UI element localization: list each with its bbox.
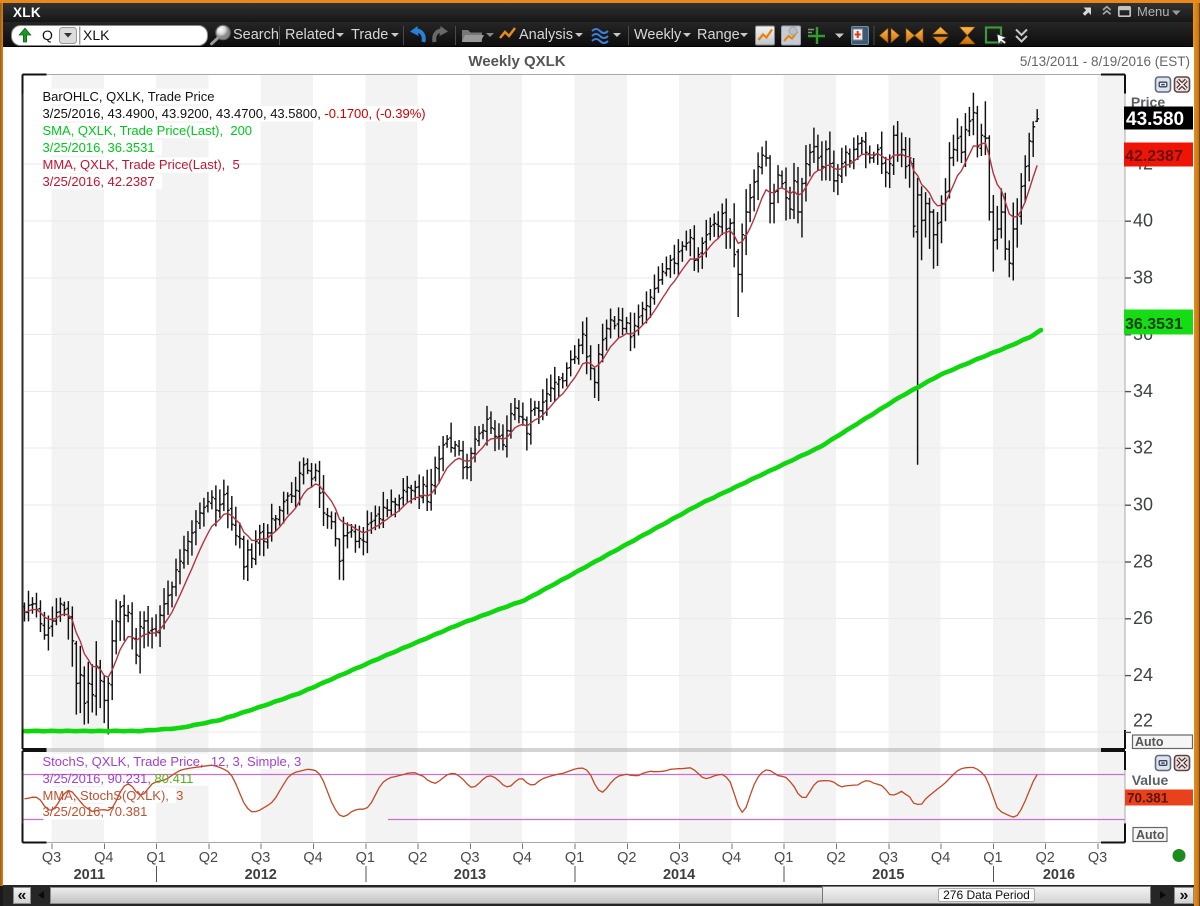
svg-text:3/25/2016, 43.4900, 43.9200, 4: 3/25/2016, 43.4900, 43.9200, 43.4700, 43… — [43, 106, 426, 121]
svg-text:30: 30 — [1133, 495, 1153, 515]
svg-text:Q4: Q4 — [722, 850, 741, 866]
svg-text:Q1: Q1 — [774, 850, 793, 866]
svg-text:Auto: Auto — [1135, 735, 1164, 749]
svg-text:34: 34 — [1133, 381, 1153, 401]
svg-text:Q4: Q4 — [513, 850, 532, 866]
svg-text:3/25/2016, 36.3531: 3/25/2016, 36.3531 — [43, 140, 155, 155]
svg-text:Q2: Q2 — [199, 850, 218, 866]
svg-text:Q: Q — [42, 27, 53, 43]
svg-text:38: 38 — [1133, 267, 1153, 287]
svg-text:40: 40 — [1133, 211, 1153, 231]
svg-text:Q1: Q1 — [146, 850, 165, 866]
svg-text:Q2: Q2 — [1036, 850, 1055, 866]
svg-text:Q2: Q2 — [408, 850, 427, 866]
svg-text:Q4: Q4 — [931, 850, 950, 866]
svg-text:Trade: Trade — [351, 27, 388, 43]
svg-text:Q4: Q4 — [303, 850, 322, 866]
svg-text:Value: Value — [1132, 772, 1169, 788]
svg-text:2015: 2015 — [872, 867, 904, 883]
svg-text:Q1: Q1 — [356, 850, 375, 866]
svg-text:Q3: Q3 — [460, 850, 479, 866]
svg-text:32: 32 — [1133, 438, 1153, 458]
svg-text:Search: Search — [233, 27, 279, 43]
svg-text:StochS, QXLK, Trade Price, 12: StochS, QXLK, Trade Price, 12, 3, Simple… — [43, 754, 302, 769]
svg-text:Q4: Q4 — [94, 850, 113, 866]
svg-text:5/13/2011 - 8/19/2016 (EST): 5/13/2011 - 8/19/2016 (EST) — [1020, 54, 1190, 69]
svg-text:3/25/2016, 90.231, 80.411: 3/25/2016, 90.231, 80.411 — [43, 771, 194, 786]
svg-text:XLK: XLK — [83, 27, 110, 43]
svg-text:Q3: Q3 — [42, 850, 61, 866]
svg-text:Menu: Menu — [1137, 4, 1170, 19]
svg-text:28: 28 — [1133, 551, 1153, 571]
svg-text:Auto: Auto — [1136, 828, 1165, 842]
svg-text:2012: 2012 — [245, 867, 277, 883]
svg-text:Weekly QXLK: Weekly QXLK — [468, 53, 565, 70]
svg-text:Price: Price — [1131, 94, 1165, 110]
svg-text:Q3: Q3 — [879, 850, 898, 866]
svg-text:SMA, QXLK, Trade Price(Last),: SMA, QXLK, Trade Price(Last), 200 — [43, 123, 253, 138]
svg-text:3/25/2016, 70.381: 3/25/2016, 70.381 — [43, 804, 148, 819]
svg-text:42.2387: 42.2387 — [1125, 148, 1183, 165]
svg-text:22: 22 — [1133, 711, 1153, 731]
svg-text:Weekly: Weekly — [634, 27, 682, 43]
svg-text:Range: Range — [697, 27, 740, 43]
svg-text:MMA, QXLK, Trade Price(Last),: MMA, QXLK, Trade Price(Last), 5 — [43, 157, 240, 172]
svg-text:2014: 2014 — [663, 867, 695, 883]
svg-text:2016: 2016 — [1043, 867, 1075, 883]
svg-text:Q2: Q2 — [826, 850, 845, 866]
svg-text:Q1: Q1 — [983, 850, 1002, 866]
svg-text:43.580: 43.580 — [1126, 109, 1184, 130]
svg-text:70.381: 70.381 — [1127, 791, 1169, 806]
svg-text:3/25/2016, 42.2387: 3/25/2016, 42.2387 — [43, 174, 155, 189]
svg-text:MMA, StochS(QXLK), 3: MMA, StochS(QXLK), 3 — [43, 788, 184, 803]
svg-text:26: 26 — [1133, 608, 1153, 628]
svg-text:Analysis: Analysis — [519, 27, 573, 43]
svg-text:Related: Related — [285, 27, 335, 43]
svg-text:Q1: Q1 — [565, 850, 584, 866]
svg-text:36.3531: 36.3531 — [1125, 316, 1183, 333]
svg-text:Q3: Q3 — [251, 850, 270, 866]
svg-text:BarOHLC, QXLK, Trade Price: BarOHLC, QXLK, Trade Price — [43, 89, 215, 104]
svg-text:2013: 2013 — [454, 867, 486, 883]
svg-text:24: 24 — [1133, 665, 1153, 685]
svg-text:Q3: Q3 — [1088, 850, 1107, 866]
svg-text:2011: 2011 — [74, 867, 105, 883]
svg-text:Q3: Q3 — [669, 850, 688, 866]
svg-text:Q2: Q2 — [617, 850, 636, 866]
